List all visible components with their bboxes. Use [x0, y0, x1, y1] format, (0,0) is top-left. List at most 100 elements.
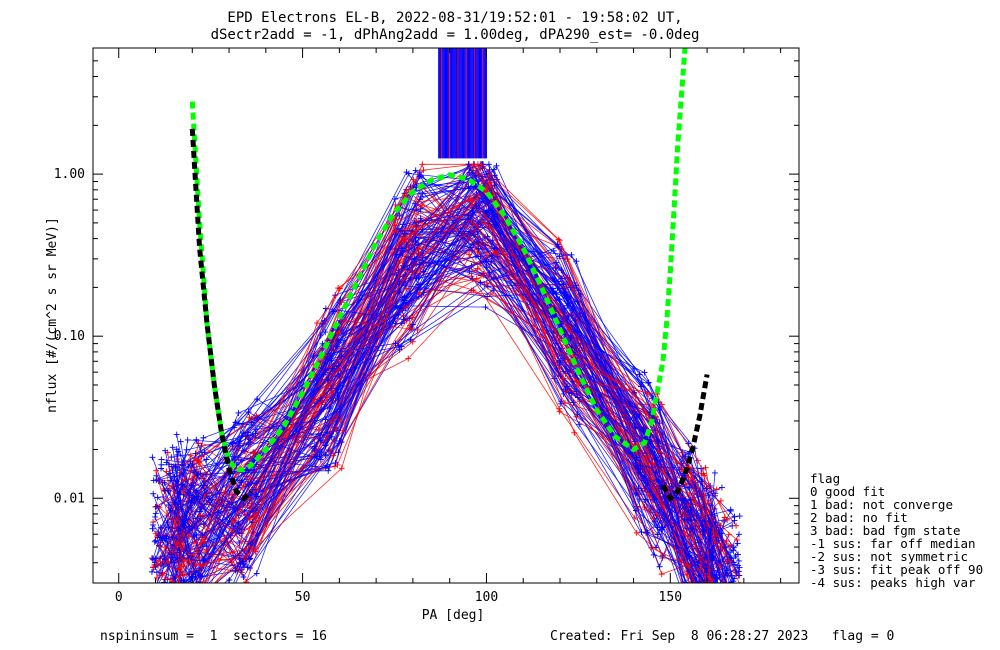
data-point	[150, 564, 157, 571]
data-point	[735, 602, 741, 608]
data-point	[178, 605, 184, 611]
data-point	[730, 615, 736, 621]
data-trace	[172, 233, 740, 583]
data-trace	[174, 255, 693, 583]
data-point	[552, 340, 559, 347]
data-point	[474, 161, 481, 168]
data-point	[733, 522, 740, 529]
data-trace	[165, 214, 717, 563]
data-point	[714, 608, 720, 614]
data-point	[149, 525, 156, 532]
data-point	[152, 513, 159, 520]
data-trace	[179, 194, 695, 583]
data-point	[203, 590, 209, 596]
data-point	[246, 565, 253, 572]
legend-entry: 3 bad: bad fgm state	[810, 523, 961, 538]
data-point	[240, 574, 247, 581]
data-point	[158, 456, 165, 463]
data-point	[239, 558, 246, 565]
data-point	[310, 352, 317, 359]
data-point	[736, 513, 743, 520]
data-point	[152, 510, 159, 517]
data-point	[170, 588, 176, 594]
data-point	[486, 179, 493, 186]
data-point	[719, 595, 725, 601]
data-point	[162, 447, 169, 454]
x-tick-label: 50	[295, 590, 311, 605]
data-point	[253, 570, 260, 577]
data-point	[576, 421, 583, 428]
data-point	[694, 457, 701, 464]
data-point	[229, 519, 236, 526]
data-point	[702, 587, 708, 593]
legend-entry: 1 bad: not converge	[810, 497, 953, 512]
data-point	[318, 449, 325, 456]
data-point	[417, 215, 424, 222]
data-point	[200, 585, 206, 591]
data-point	[700, 528, 707, 535]
data-point	[683, 571, 690, 578]
data-point	[162, 544, 169, 551]
data-point	[253, 412, 260, 419]
data-point	[728, 572, 735, 579]
data-point	[320, 371, 327, 378]
data-point	[414, 245, 421, 252]
data-point	[650, 551, 657, 558]
data-point	[420, 167, 427, 174]
data-point	[196, 590, 202, 596]
data-point	[681, 580, 683, 583]
data-trace	[166, 232, 735, 583]
data-point	[636, 371, 643, 378]
data-point	[708, 604, 714, 610]
data-point	[397, 251, 404, 258]
data-point	[317, 456, 324, 463]
data-point	[702, 562, 709, 569]
data-point	[338, 337, 345, 344]
data-point	[561, 305, 568, 312]
data-point	[721, 514, 728, 521]
data-point	[335, 395, 342, 402]
data-point	[717, 497, 724, 504]
data-point	[152, 530, 159, 537]
data-point	[736, 531, 743, 538]
data-point	[733, 536, 740, 543]
data-point	[201, 449, 208, 456]
data-point	[466, 268, 473, 275]
data-point	[194, 615, 200, 621]
data-point	[252, 491, 259, 498]
data-point	[335, 367, 342, 374]
data-point	[686, 484, 693, 491]
legend-entry: 2 bad: no fit	[810, 510, 908, 525]
data-point	[191, 534, 198, 541]
data-point	[407, 336, 414, 343]
data-point	[154, 494, 161, 501]
data-point	[713, 486, 720, 493]
data-point	[696, 599, 702, 605]
data-point	[155, 532, 162, 539]
data-point	[171, 584, 177, 590]
data-point	[329, 365, 336, 372]
data-point	[161, 593, 167, 599]
axes-layer: 0 50 100 150 0.01 0.10 1.00	[54, 47, 799, 605]
data-point	[642, 496, 649, 503]
data-point	[186, 492, 193, 499]
data-point	[482, 304, 489, 311]
data-point	[393, 227, 400, 234]
data-point	[493, 162, 500, 169]
data-point	[633, 529, 640, 536]
data-point	[658, 526, 665, 533]
data-point	[633, 454, 640, 461]
data-point	[249, 486, 256, 493]
data-point	[167, 593, 173, 599]
data-trace	[155, 305, 712, 583]
data-point	[643, 410, 650, 417]
legend-entry: 0 good fit	[810, 484, 885, 499]
data-point	[730, 547, 737, 554]
data-point	[701, 615, 707, 621]
data-point	[711, 620, 717, 626]
data-point	[240, 429, 247, 436]
data-point	[716, 571, 723, 578]
data-point	[410, 176, 417, 183]
data-point	[651, 455, 658, 462]
data-point	[313, 375, 320, 382]
